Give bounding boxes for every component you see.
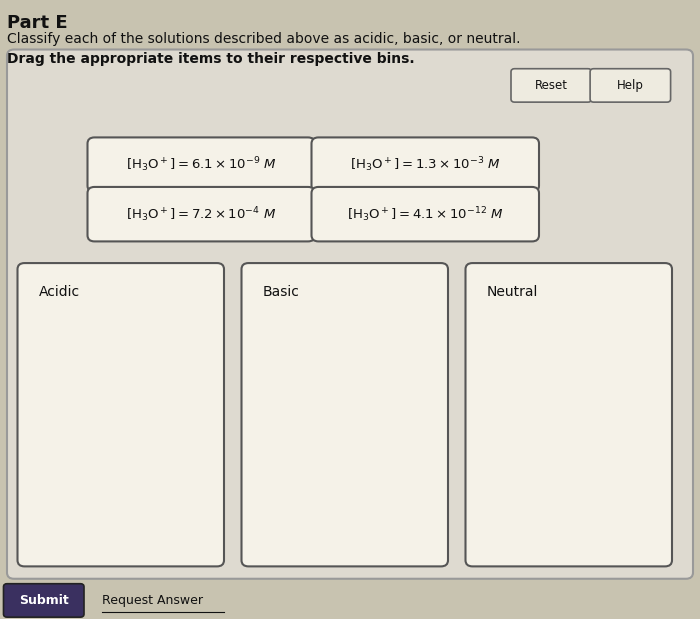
FancyBboxPatch shape	[312, 187, 539, 241]
Text: $[\mathrm{H_3O^+}] = 1.3 \times 10^{-3}\ M$: $[\mathrm{H_3O^+}] = 1.3 \times 10^{-3}\…	[350, 155, 500, 174]
Text: Classify each of the solutions described above as acidic, basic, or neutral.: Classify each of the solutions described…	[7, 32, 521, 46]
FancyBboxPatch shape	[511, 69, 592, 102]
FancyBboxPatch shape	[88, 187, 315, 241]
FancyBboxPatch shape	[7, 50, 693, 579]
FancyBboxPatch shape	[88, 137, 315, 192]
Text: Acidic: Acidic	[38, 285, 80, 299]
Text: $[\mathrm{H_3O^+}] = 7.2 \times 10^{-4}\ M$: $[\mathrm{H_3O^+}] = 7.2 \times 10^{-4}\…	[126, 205, 276, 223]
Text: $[\mathrm{H_3O^+}] = 4.1 \times 10^{-12}\ M$: $[\mathrm{H_3O^+}] = 4.1 \times 10^{-12}…	[346, 205, 504, 223]
Text: Request Answer: Request Answer	[102, 594, 202, 607]
Text: Reset: Reset	[535, 79, 568, 92]
FancyBboxPatch shape	[18, 263, 224, 566]
Text: Basic: Basic	[262, 285, 300, 299]
Text: Drag the appropriate items to their respective bins.: Drag the appropriate items to their resp…	[7, 52, 414, 66]
FancyBboxPatch shape	[590, 69, 671, 102]
Text: Neutral: Neutral	[486, 285, 538, 299]
Text: Part E: Part E	[7, 14, 68, 32]
FancyBboxPatch shape	[241, 263, 448, 566]
Text: Submit: Submit	[19, 594, 69, 607]
Text: Help: Help	[617, 79, 644, 92]
FancyBboxPatch shape	[4, 584, 84, 617]
Text: $[\mathrm{H_3O^+}] = 6.1 \times 10^{-9}\ M$: $[\mathrm{H_3O^+}] = 6.1 \times 10^{-9}\…	[126, 155, 276, 174]
FancyBboxPatch shape	[312, 137, 539, 192]
FancyBboxPatch shape	[466, 263, 672, 566]
